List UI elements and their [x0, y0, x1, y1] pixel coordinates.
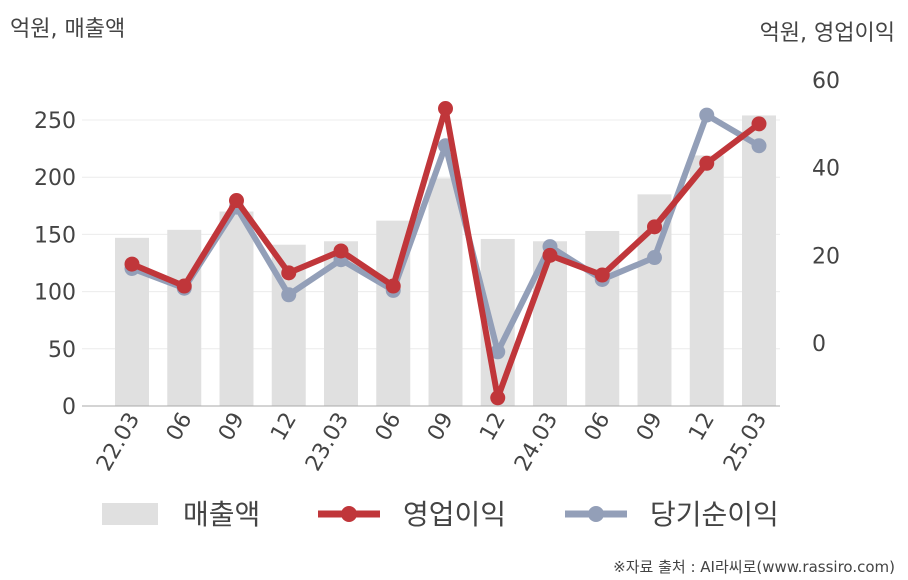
x-axis-ticks: 22.03 06 09 12 23.03 06 09 12 24.03 06 09 12 25.03	[92, 409, 772, 476]
x-tick-label: 09	[214, 409, 250, 446]
legend: 매출액 영업이익 당기순이익	[102, 498, 779, 531]
profit-lines	[124, 100, 767, 406]
right-axis-label: 억원, 영업이익	[760, 21, 895, 46]
x-tick-label: 06	[580, 409, 616, 446]
net-income-point	[281, 287, 297, 303]
right-tick-label: 60	[812, 69, 840, 94]
revenue-bar	[167, 229, 202, 406]
operating-profit-point	[647, 219, 662, 235]
legend-swatch-revenue	[102, 503, 158, 525]
left-tick-label: 50	[48, 338, 76, 363]
operating-profit-point	[594, 267, 610, 283]
revenue-bar	[219, 211, 254, 406]
x-tick-label: 06	[371, 409, 407, 446]
operating-profit-point	[385, 278, 401, 294]
left-tick-label: 200	[34, 166, 76, 191]
legend-label-revenue: 매출액	[183, 498, 260, 531]
operating-profit-point	[751, 116, 767, 132]
x-tick-label: 12	[475, 409, 511, 446]
right-tick-label: 0	[812, 332, 826, 357]
x-tick-label: 23.03	[301, 409, 354, 476]
legend-marker-operating-profit	[341, 506, 357, 522]
net-income-point	[699, 107, 715, 123]
left-tick-label: 0	[62, 395, 76, 420]
x-tick-label: 12	[684, 409, 720, 446]
revenue-bar	[689, 155, 724, 406]
revenue-bar	[428, 178, 463, 406]
x-tick-label: 12	[266, 409, 302, 446]
net-income-point	[490, 344, 506, 360]
operating-profit-point	[229, 193, 244, 209]
right-tick-label: 20	[812, 244, 840, 269]
right-tick-label: 40	[812, 157, 840, 182]
x-tick-label: 25.03	[719, 409, 772, 476]
revenue-bars	[115, 115, 776, 406]
operating-profit-point	[176, 278, 192, 294]
revenue-bar	[585, 230, 620, 406]
left-axis-label: 억원, 매출액	[10, 17, 125, 42]
operating-profit-point	[124, 256, 140, 272]
left-tick-label: 150	[34, 223, 76, 248]
legend-label-net-income: 당기순이익	[650, 498, 779, 531]
x-tick-label: 22.03	[92, 409, 145, 476]
operating-profit-point	[699, 155, 715, 171]
right-axis-ticks: 0 20 40 60	[812, 69, 840, 357]
operating-profit-point	[490, 390, 506, 406]
x-tick-label: 09	[632, 409, 668, 446]
left-tick-label: 250	[34, 109, 76, 134]
x-tick-label: 09	[423, 409, 459, 446]
legend-label-operating-profit: 영업이익	[403, 498, 506, 531]
operating-profit-point	[438, 100, 453, 116]
net-income-point	[647, 250, 662, 266]
operating-profit-point	[281, 265, 297, 281]
left-tick-label: 100	[34, 281, 76, 306]
x-tick-label: 24.03	[510, 409, 563, 476]
x-tick-label: 06	[162, 409, 198, 446]
legend-marker-net-income	[588, 506, 604, 522]
operating-profit-point	[333, 243, 349, 259]
operating-profit-point	[542, 247, 558, 263]
revenue-bar	[742, 115, 776, 406]
source-credit: ※자료 출처 : AI라씨로(www.rassiro.com)	[613, 558, 895, 576]
left-axis-ticks: 0 50 100 150 200 250	[34, 109, 76, 420]
net-income-point	[751, 138, 767, 154]
